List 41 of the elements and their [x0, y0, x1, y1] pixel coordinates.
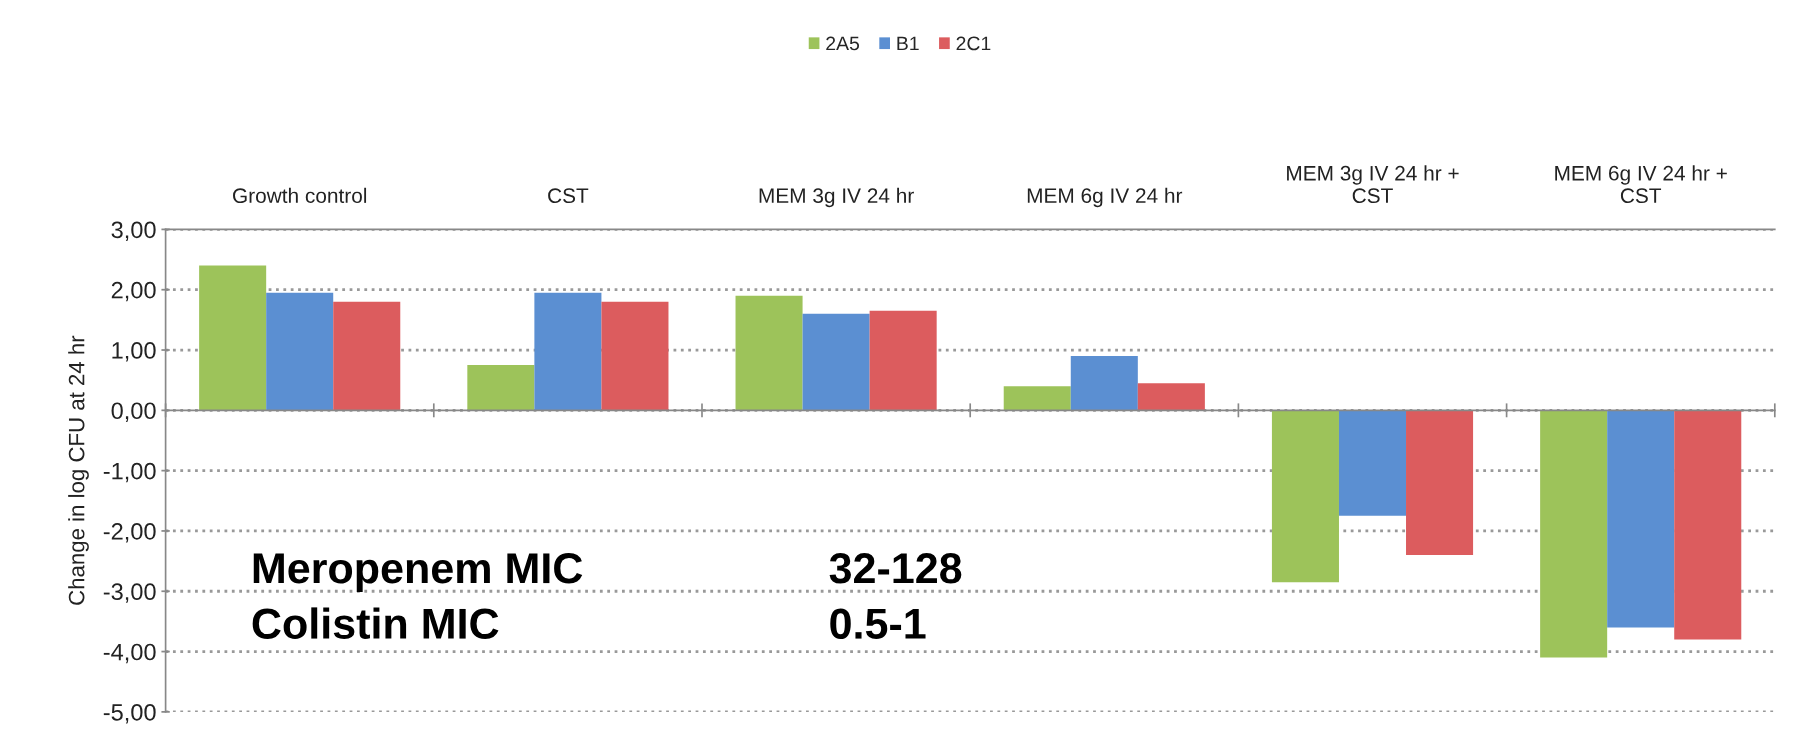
bar — [534, 292, 602, 411]
bar — [802, 313, 870, 411]
y-tick-label: -3,00 — [103, 583, 156, 603]
y-tick-label: 3,00 — [111, 221, 156, 241]
bar — [199, 265, 267, 411]
x-tick-label: MEM 3g IV 24 hr + CST — [1287, 165, 1459, 204]
bar — [1338, 410, 1407, 516]
y-tick-label: -2,00 — [103, 523, 156, 543]
bar — [1070, 356, 1138, 411]
bar — [1137, 383, 1205, 411]
x-tick-label: MEM 3g IV 24 hr — [759, 187, 914, 208]
bar — [333, 301, 401, 411]
legend-label: 2A5 — [826, 36, 860, 51]
bar — [1271, 410, 1339, 583]
bar — [266, 292, 334, 411]
y-tick-label: 2,00 — [111, 281, 156, 302]
x-tick-label: Growth control — [233, 187, 367, 204]
bar — [601, 301, 669, 411]
annotation: Colistin MIC — [252, 607, 499, 639]
y-tick-label: 0,00 — [111, 402, 156, 422]
bar — [1540, 410, 1608, 658]
annotation: Meropenem MIC — [253, 553, 583, 593]
legend-label: B1 — [897, 36, 919, 51]
x-tick-label: MEM 6g IV 24 hr — [1027, 187, 1183, 208]
bar — [735, 295, 803, 411]
bar — [467, 365, 535, 411]
bar — [1674, 410, 1742, 640]
y-tick-label: -4,00 — [103, 643, 156, 664]
bar — [1406, 410, 1474, 556]
bar — [1003, 386, 1071, 411]
annotation: 32-128 — [829, 553, 962, 584]
bar — [869, 310, 937, 411]
y-tick-label: -1,00 — [103, 462, 156, 483]
bar — [1607, 410, 1675, 628]
x-tick-label: MEM 6g IV 24 hr + CST — [1555, 165, 1727, 204]
y-axis-title: Change in log CFU at 24 hr — [68, 335, 89, 605]
annotation: 0.5-1 — [830, 608, 926, 639]
y-tick-label: 1,00 — [112, 342, 156, 362]
x-tick-label: CST — [548, 188, 589, 204]
legend-label: 2C1 — [956, 36, 991, 51]
y-tick-label: -5,00 — [103, 703, 156, 724]
